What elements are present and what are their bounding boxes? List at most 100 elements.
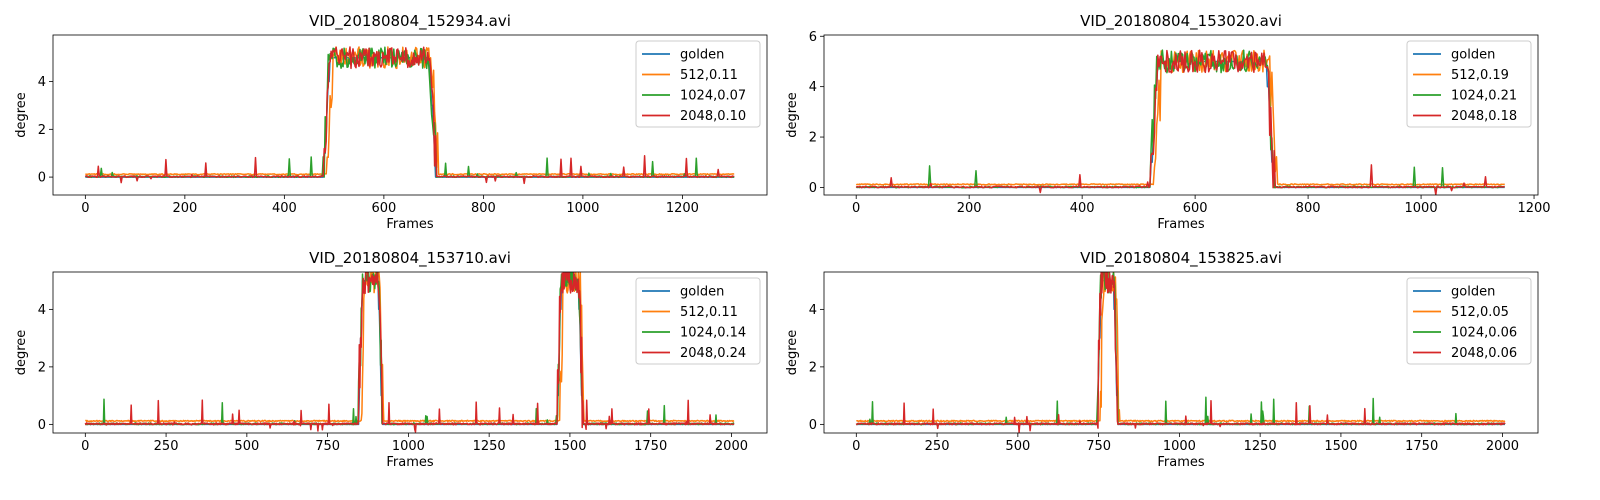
x-tick-label: 1750 [1405,439,1438,454]
x-tick-label: 500 [234,439,259,454]
series-line-1 [856,272,1506,423]
y-tick-label: 2 [809,131,817,146]
y-axis-label: degree [785,92,800,138]
subplot-2: 0 200 400 600 800 1000 1200 0 2 4 6 VID_20180804_15… [785,12,1551,232]
x-tick-label: 400 [272,201,297,216]
x-axis-label: Frames [386,217,434,232]
y-tick-label: 2 [38,123,46,138]
chart-title: VID_20180804_153020.avi [1080,12,1282,31]
x-tick-label: 600 [1183,201,1208,216]
x-axis-label: Frames [1157,455,1205,470]
legend-entry: 512,0.05 [1451,305,1509,320]
y-tick-label: 4 [38,303,46,318]
legend-entry: 1024,0.07 [680,89,746,104]
x-tick-label: 1500 [1324,439,1357,454]
legend-entry: 512,0.11 [680,305,738,320]
legend: golden 512,0.11 1024,0.07 2048,0.10 [635,40,761,128]
x-tick-label: 0 [81,201,89,216]
y-tick-label: 0 [809,418,817,433]
series-line-1 [85,272,735,423]
x-tick-label: 200 [957,201,982,216]
x-tick-label: 800 [471,201,496,216]
x-tick-label: 800 [1296,201,1321,216]
legend-entry: 512,0.11 [680,68,738,83]
y-axis-label: degree [785,330,800,376]
y-tick-label: 4 [809,80,817,95]
y-tick-label: 6 [809,30,817,45]
subplot-4: 0 250 500 750 1000 1250 1500 1750 2000 0 2 4 VID_201… [785,249,1539,470]
axes-frame [823,271,1539,434]
legend-entry: 2048,0.10 [680,109,746,124]
plot-area [84,46,735,185]
chart-title: VID_20180804_152934.avi [309,12,511,31]
x-tick-label: 250 [925,439,950,454]
legend-entry: 1024,0.21 [1451,89,1517,104]
subplot-3: 0 250 500 750 1000 1250 1500 1750 2000 0 2 4 VID_201… [14,249,768,470]
x-tick-label: 200 [172,201,197,216]
axes-frame [52,271,768,434]
legend-box [635,277,761,365]
y-tick-label: 2 [809,360,817,375]
x-tick-label: 400 [1070,201,1095,216]
legend: golden 512,0.11 1024,0.14 2048,0.24 [635,277,761,365]
legend: golden 512,0.19 1024,0.21 2048,0.18 [1406,40,1532,128]
legend-entry: 512,0.19 [1451,68,1509,83]
legend-box [1406,277,1532,365]
plot-area [84,272,735,433]
legend-entry: golden [680,285,724,300]
x-tick-label: 600 [371,201,396,216]
x-tick-label: 2000 [715,439,748,454]
x-tick-label: 500 [1005,439,1030,454]
chart-title: VID_20180804_153710.avi [309,249,511,268]
x-tick-label: 1250 [473,439,506,454]
legend-entry: 1024,0.06 [1451,326,1517,341]
legend-entry: 2048,0.24 [680,346,746,361]
y-tick-label: 4 [809,303,817,318]
x-tick-label: 1000 [1405,201,1438,216]
x-tick-label: 1200 [666,201,699,216]
x-tick-label: 1200 [1517,201,1550,216]
x-axis-label: Frames [386,455,434,470]
series-line-3 [84,272,735,433]
legend-entry: 2048,0.06 [1451,346,1517,361]
legend-box [1406,40,1532,128]
axes-frame [52,34,768,196]
legend-entry: golden [1451,285,1495,300]
x-tick-label: 750 [315,439,340,454]
legend: golden 512,0.05 1024,0.06 2048,0.06 [1406,277,1532,365]
y-axis-label: degree [14,92,29,138]
x-tick-label: 1000 [566,201,599,216]
y-tick-label: 0 [38,171,46,186]
x-tick-label: 2000 [1486,439,1519,454]
axes-frame [823,34,1539,196]
x-axis-label: Frames [1157,217,1205,232]
y-tick-label: 4 [38,75,46,90]
series-line-3 [84,46,735,185]
legend-entry: golden [1451,48,1495,63]
legend-entry: 2048,0.18 [1451,109,1517,124]
legend-box [635,40,761,128]
x-tick-label: 1250 [1244,439,1277,454]
subplot-1: 0 200 400 600 800 1000 1200 0 2 4 VID_20180804_152… [14,12,768,232]
legend-entry: 1024,0.14 [680,326,746,341]
plot-area [855,49,1505,195]
y-tick-label: 0 [38,418,46,433]
x-tick-label: 1750 [634,439,667,454]
series-line-1 [855,49,1505,186]
series-line-3 [855,49,1505,195]
x-tick-label: 1500 [553,439,586,454]
y-tick-label: 2 [38,360,46,375]
x-tick-label: 0 [852,201,860,216]
x-tick-label: 0 [81,439,89,454]
series-line-3 [855,272,1506,433]
y-tick-label: 0 [809,181,817,196]
y-axis-label: degree [14,330,29,376]
x-tick-label: 750 [1086,439,1111,454]
plot-area [855,272,1506,433]
chart-title: VID_20180804_153825.avi [1080,249,1282,268]
x-tick-label: 1000 [392,439,425,454]
legend-entry: golden [680,48,724,63]
x-tick-label: 0 [852,439,860,454]
x-tick-label: 250 [154,439,179,454]
